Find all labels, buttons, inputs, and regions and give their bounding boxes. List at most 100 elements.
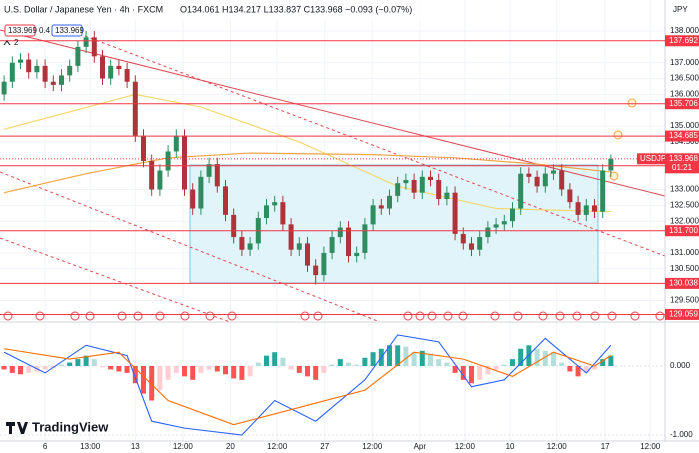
candle-body (485, 227, 491, 238)
candle-body (288, 224, 294, 250)
collapse-icon[interactable] (3, 40, 11, 46)
y-tick-label: -1.000 (670, 430, 693, 439)
histogram-bar (255, 362, 261, 367)
last-price: 133.968 (669, 154, 698, 163)
candle-body (231, 214, 237, 238)
candle-body (222, 186, 228, 215)
candle-body (67, 65, 73, 76)
candle-body (132, 81, 138, 136)
x-tick-label: 12:00 (267, 442, 288, 451)
histogram-bar (1, 366, 7, 370)
histogram-bar (567, 366, 573, 372)
histogram-bar (329, 364, 335, 367)
candle-body (395, 183, 401, 196)
candle-body (460, 233, 466, 244)
candle-body (427, 176, 433, 180)
histogram-bar (149, 366, 155, 401)
histogram-bar (222, 366, 228, 375)
histogram-bar (231, 366, 237, 379)
alert-marker[interactable] (627, 98, 637, 108)
candle-body (304, 243, 310, 266)
histogram-bar (509, 359, 515, 367)
candle-body (501, 221, 507, 225)
histogram-bar (575, 366, 581, 377)
candle-body (321, 252, 327, 276)
level-label-bg (665, 130, 699, 142)
histogram-bar (198, 366, 204, 373)
y-tick-label: 129.500 (670, 296, 699, 305)
histogram-bar (99, 366, 105, 368)
candle-body (157, 170, 163, 190)
candle-body (411, 179, 417, 193)
alert-marker[interactable] (609, 171, 619, 181)
indicators-count[interactable]: 2 (14, 38, 19, 47)
candle-body (534, 176, 540, 187)
histogram-bar (362, 357, 368, 367)
histogram-bar (436, 359, 442, 367)
y-tick-label: 135.000 (670, 121, 699, 130)
y-tick-label: 131.000 (670, 248, 699, 257)
histogram-bar (313, 366, 319, 380)
signal-line (4, 348, 612, 426)
histogram-bar (542, 350, 548, 367)
level-label-bg (665, 98, 699, 110)
histogram-bar (485, 366, 491, 375)
candle-body (140, 135, 146, 161)
candle-body (190, 189, 196, 209)
sell-box[interactable] (4, 24, 36, 37)
histogram-bar (108, 366, 114, 370)
x-tick-label: 12:00 (547, 442, 568, 451)
histogram-bar (239, 366, 245, 380)
candle-body (34, 65, 40, 73)
histogram-bar (296, 366, 302, 373)
histogram-bar (173, 366, 179, 373)
histogram-bar (214, 366, 220, 372)
candle-body (600, 170, 606, 212)
x-tick-label: Apr (414, 442, 427, 451)
histogram-bar (501, 364, 507, 367)
candle-body (239, 237, 245, 250)
y-tick-label: 136.500 (670, 74, 699, 83)
candle-body (370, 205, 376, 225)
candle-body (296, 243, 302, 250)
candle-body (58, 75, 64, 85)
histogram-bar (17, 366, 23, 375)
candle-body (206, 164, 212, 177)
candle-body (337, 227, 343, 238)
buy-price[interactable]: 133.969 (55, 26, 84, 35)
histogram-bar (591, 366, 597, 370)
histogram-bar (304, 366, 310, 377)
level-label: 137.692 (669, 36, 698, 45)
histogram-bar (403, 346, 409, 367)
histogram-bar (444, 362, 450, 367)
histogram-bar (386, 345, 392, 367)
candle-body (108, 65, 114, 79)
candle-body (403, 179, 409, 184)
y-tick-label: 0.000 (670, 361, 691, 370)
header: U.S. Dollar / Japanese Yen · 4h · FXCM O… (0, 0, 688, 47)
histogram-bar (124, 366, 130, 373)
histogram-bar (460, 366, 466, 380)
candle-body (509, 208, 515, 222)
level-label-bg (665, 35, 699, 47)
histogram-bar (419, 350, 425, 367)
trend-line (0, 237, 231, 323)
level-label: 134.685 (669, 131, 698, 140)
histogram-bar (370, 352, 376, 367)
buy-box[interactable] (51, 24, 83, 37)
level-label: 131.700 (669, 226, 698, 235)
candle-body (116, 65, 122, 70)
candle-body (354, 252, 360, 257)
level-label: 130.038 (669, 279, 698, 288)
trend-line (0, 171, 381, 323)
x-tick-label: 20 (226, 442, 235, 451)
branding: TradingView (6, 419, 109, 434)
trend-line (84, 35, 666, 257)
candle-body (50, 81, 56, 85)
histogram-bar (157, 366, 163, 391)
alert-marker[interactable] (613, 130, 623, 140)
currency[interactable]: JPY (673, 5, 688, 14)
candle-body (198, 176, 204, 209)
sell-price[interactable]: 133.969 (8, 26, 37, 35)
